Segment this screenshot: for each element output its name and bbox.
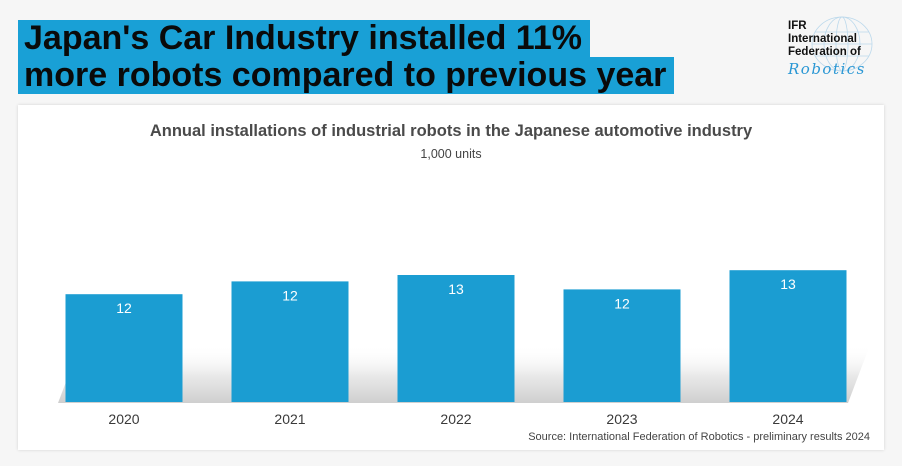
bar-2022 <box>397 275 515 402</box>
x-tick-label: 2021 <box>274 411 305 427</box>
ifr-logo: IFR International Federation of Robotics <box>788 16 888 82</box>
chart-panel: Annual installations of industrial robot… <box>18 105 884 450</box>
bar-chart: Annual installations of industrial robot… <box>58 122 870 443</box>
bar-value-label: 13 <box>780 276 796 292</box>
x-tick-label: 2024 <box>772 411 803 427</box>
chart-source: Source: International Federation of Robo… <box>528 431 870 443</box>
bar-2021 <box>231 281 349 402</box>
x-tick-label: 2020 <box>108 411 139 427</box>
bar-value-label: 12 <box>614 295 630 311</box>
bar-value-label: 12 <box>282 287 298 303</box>
bar-2024 <box>729 270 847 402</box>
x-tick-label: 2022 <box>440 411 471 427</box>
headline-line-1: Japan's Car Industry installed 11% <box>18 20 590 57</box>
logo-text: IFR International Federation of <box>788 20 861 59</box>
x-tick-label: 2023 <box>606 411 637 427</box>
globe-icon <box>811 16 873 72</box>
logo-robotics-script: Robotics <box>788 60 866 78</box>
logo-line-federation: Federation of <box>788 46 861 58</box>
bars-layer: 12 2020 12 2021 13 2022 12 2023 13 2024 <box>65 270 847 427</box>
chart-subtitle: 1,000 units <box>420 147 481 161</box>
headline: Japan's Car Industry installed 11% more … <box>18 20 675 94</box>
bar-2023 <box>563 289 681 402</box>
chart-title: Annual installations of industrial robot… <box>150 122 753 140</box>
headline-line-2: more robots compared to previous year <box>18 57 675 94</box>
bar-value-label: 12 <box>116 300 132 316</box>
logo-line-international: International <box>788 33 858 45</box>
bar-value-label: 13 <box>448 281 464 297</box>
bar-2020 <box>65 294 183 402</box>
logo-line-ifr: IFR <box>788 20 807 32</box>
